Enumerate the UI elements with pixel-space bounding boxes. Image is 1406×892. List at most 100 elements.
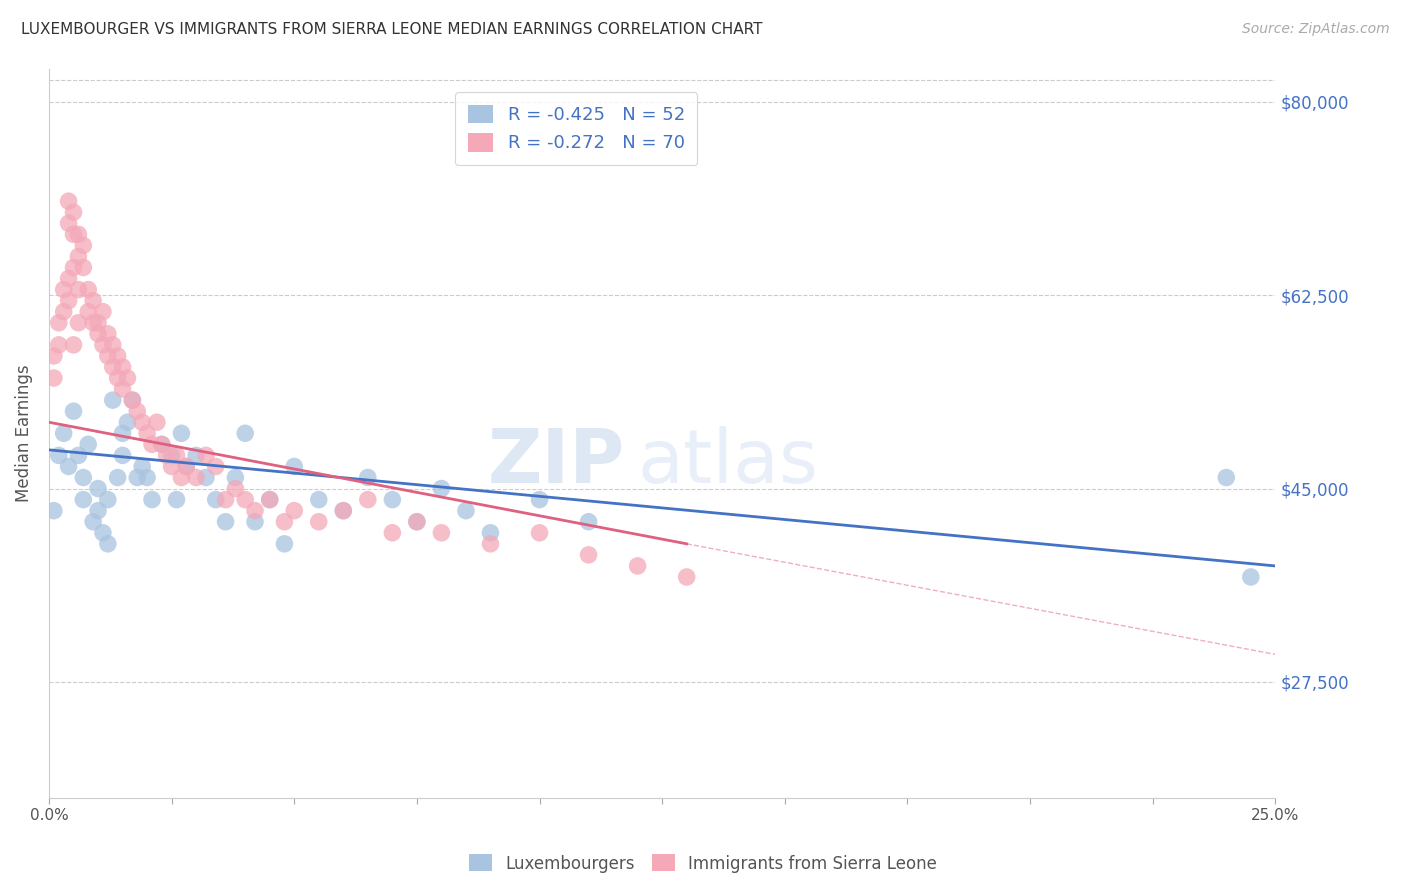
Point	[127, 470, 149, 484]
Point	[479, 537, 502, 551]
Point	[87, 482, 110, 496]
Point	[131, 415, 153, 429]
Point	[107, 371, 129, 385]
Point	[283, 459, 305, 474]
Point	[48, 338, 70, 352]
Point	[308, 492, 330, 507]
Point	[529, 492, 551, 507]
Text: Source: ZipAtlas.com: Source: ZipAtlas.com	[1241, 22, 1389, 37]
Point	[91, 304, 114, 318]
Point	[87, 316, 110, 330]
Point	[150, 437, 173, 451]
Point	[42, 503, 65, 517]
Point	[176, 459, 198, 474]
Point	[194, 449, 217, 463]
Point	[58, 293, 80, 308]
Point	[131, 459, 153, 474]
Point	[111, 382, 134, 396]
Point	[67, 283, 90, 297]
Point	[273, 537, 295, 551]
Point	[233, 492, 256, 507]
Point	[430, 525, 453, 540]
Point	[204, 492, 226, 507]
Point	[308, 515, 330, 529]
Point	[67, 227, 90, 242]
Point	[111, 449, 134, 463]
Point	[121, 393, 143, 408]
Point	[58, 271, 80, 285]
Point	[67, 316, 90, 330]
Point	[42, 349, 65, 363]
Point	[67, 249, 90, 263]
Point	[170, 426, 193, 441]
Point	[184, 470, 207, 484]
Point	[87, 326, 110, 341]
Point	[52, 426, 75, 441]
Point	[91, 525, 114, 540]
Point	[111, 359, 134, 374]
Point	[166, 449, 188, 463]
Point	[224, 470, 246, 484]
Point	[141, 437, 163, 451]
Point	[332, 503, 354, 517]
Point	[578, 548, 600, 562]
Point	[406, 515, 429, 529]
Point	[259, 492, 281, 507]
Point	[62, 404, 84, 418]
Point	[406, 515, 429, 529]
Point	[243, 503, 266, 517]
Point	[233, 426, 256, 441]
Point	[194, 470, 217, 484]
Point	[58, 216, 80, 230]
Point	[214, 492, 236, 507]
Point	[101, 359, 124, 374]
Point	[52, 283, 75, 297]
Point	[170, 470, 193, 484]
Point	[62, 227, 84, 242]
Point	[101, 393, 124, 408]
Point	[127, 404, 149, 418]
Point	[62, 338, 84, 352]
Point	[332, 503, 354, 517]
Point	[58, 459, 80, 474]
Point	[166, 492, 188, 507]
Point	[529, 525, 551, 540]
Point	[357, 470, 380, 484]
Point	[62, 260, 84, 275]
Point	[82, 293, 104, 308]
Point	[77, 437, 100, 451]
Point	[82, 515, 104, 529]
Y-axis label: Median Earnings: Median Earnings	[15, 365, 32, 502]
Point	[72, 260, 94, 275]
Point	[627, 558, 650, 573]
Point	[101, 338, 124, 352]
Point	[675, 570, 697, 584]
Point	[42, 371, 65, 385]
Point	[67, 449, 90, 463]
Point	[381, 492, 404, 507]
Point	[136, 426, 159, 441]
Text: LUXEMBOURGER VS IMMIGRANTS FROM SIERRA LEONE MEDIAN EARNINGS CORRELATION CHART: LUXEMBOURGER VS IMMIGRANTS FROM SIERRA L…	[21, 22, 762, 37]
Point	[204, 459, 226, 474]
Point	[97, 537, 120, 551]
Point	[72, 492, 94, 507]
Point	[141, 492, 163, 507]
Point	[381, 525, 404, 540]
Point	[91, 338, 114, 352]
Point	[184, 449, 207, 463]
Point	[111, 426, 134, 441]
Point	[160, 449, 183, 463]
Point	[283, 503, 305, 517]
Point	[1240, 570, 1263, 584]
Point	[479, 525, 502, 540]
Point	[259, 492, 281, 507]
Point	[58, 194, 80, 209]
Point	[117, 371, 139, 385]
Point	[117, 415, 139, 429]
Point	[52, 304, 75, 318]
Point	[454, 503, 477, 517]
Point	[214, 515, 236, 529]
Point	[273, 515, 295, 529]
Point	[578, 515, 600, 529]
Point	[176, 459, 198, 474]
